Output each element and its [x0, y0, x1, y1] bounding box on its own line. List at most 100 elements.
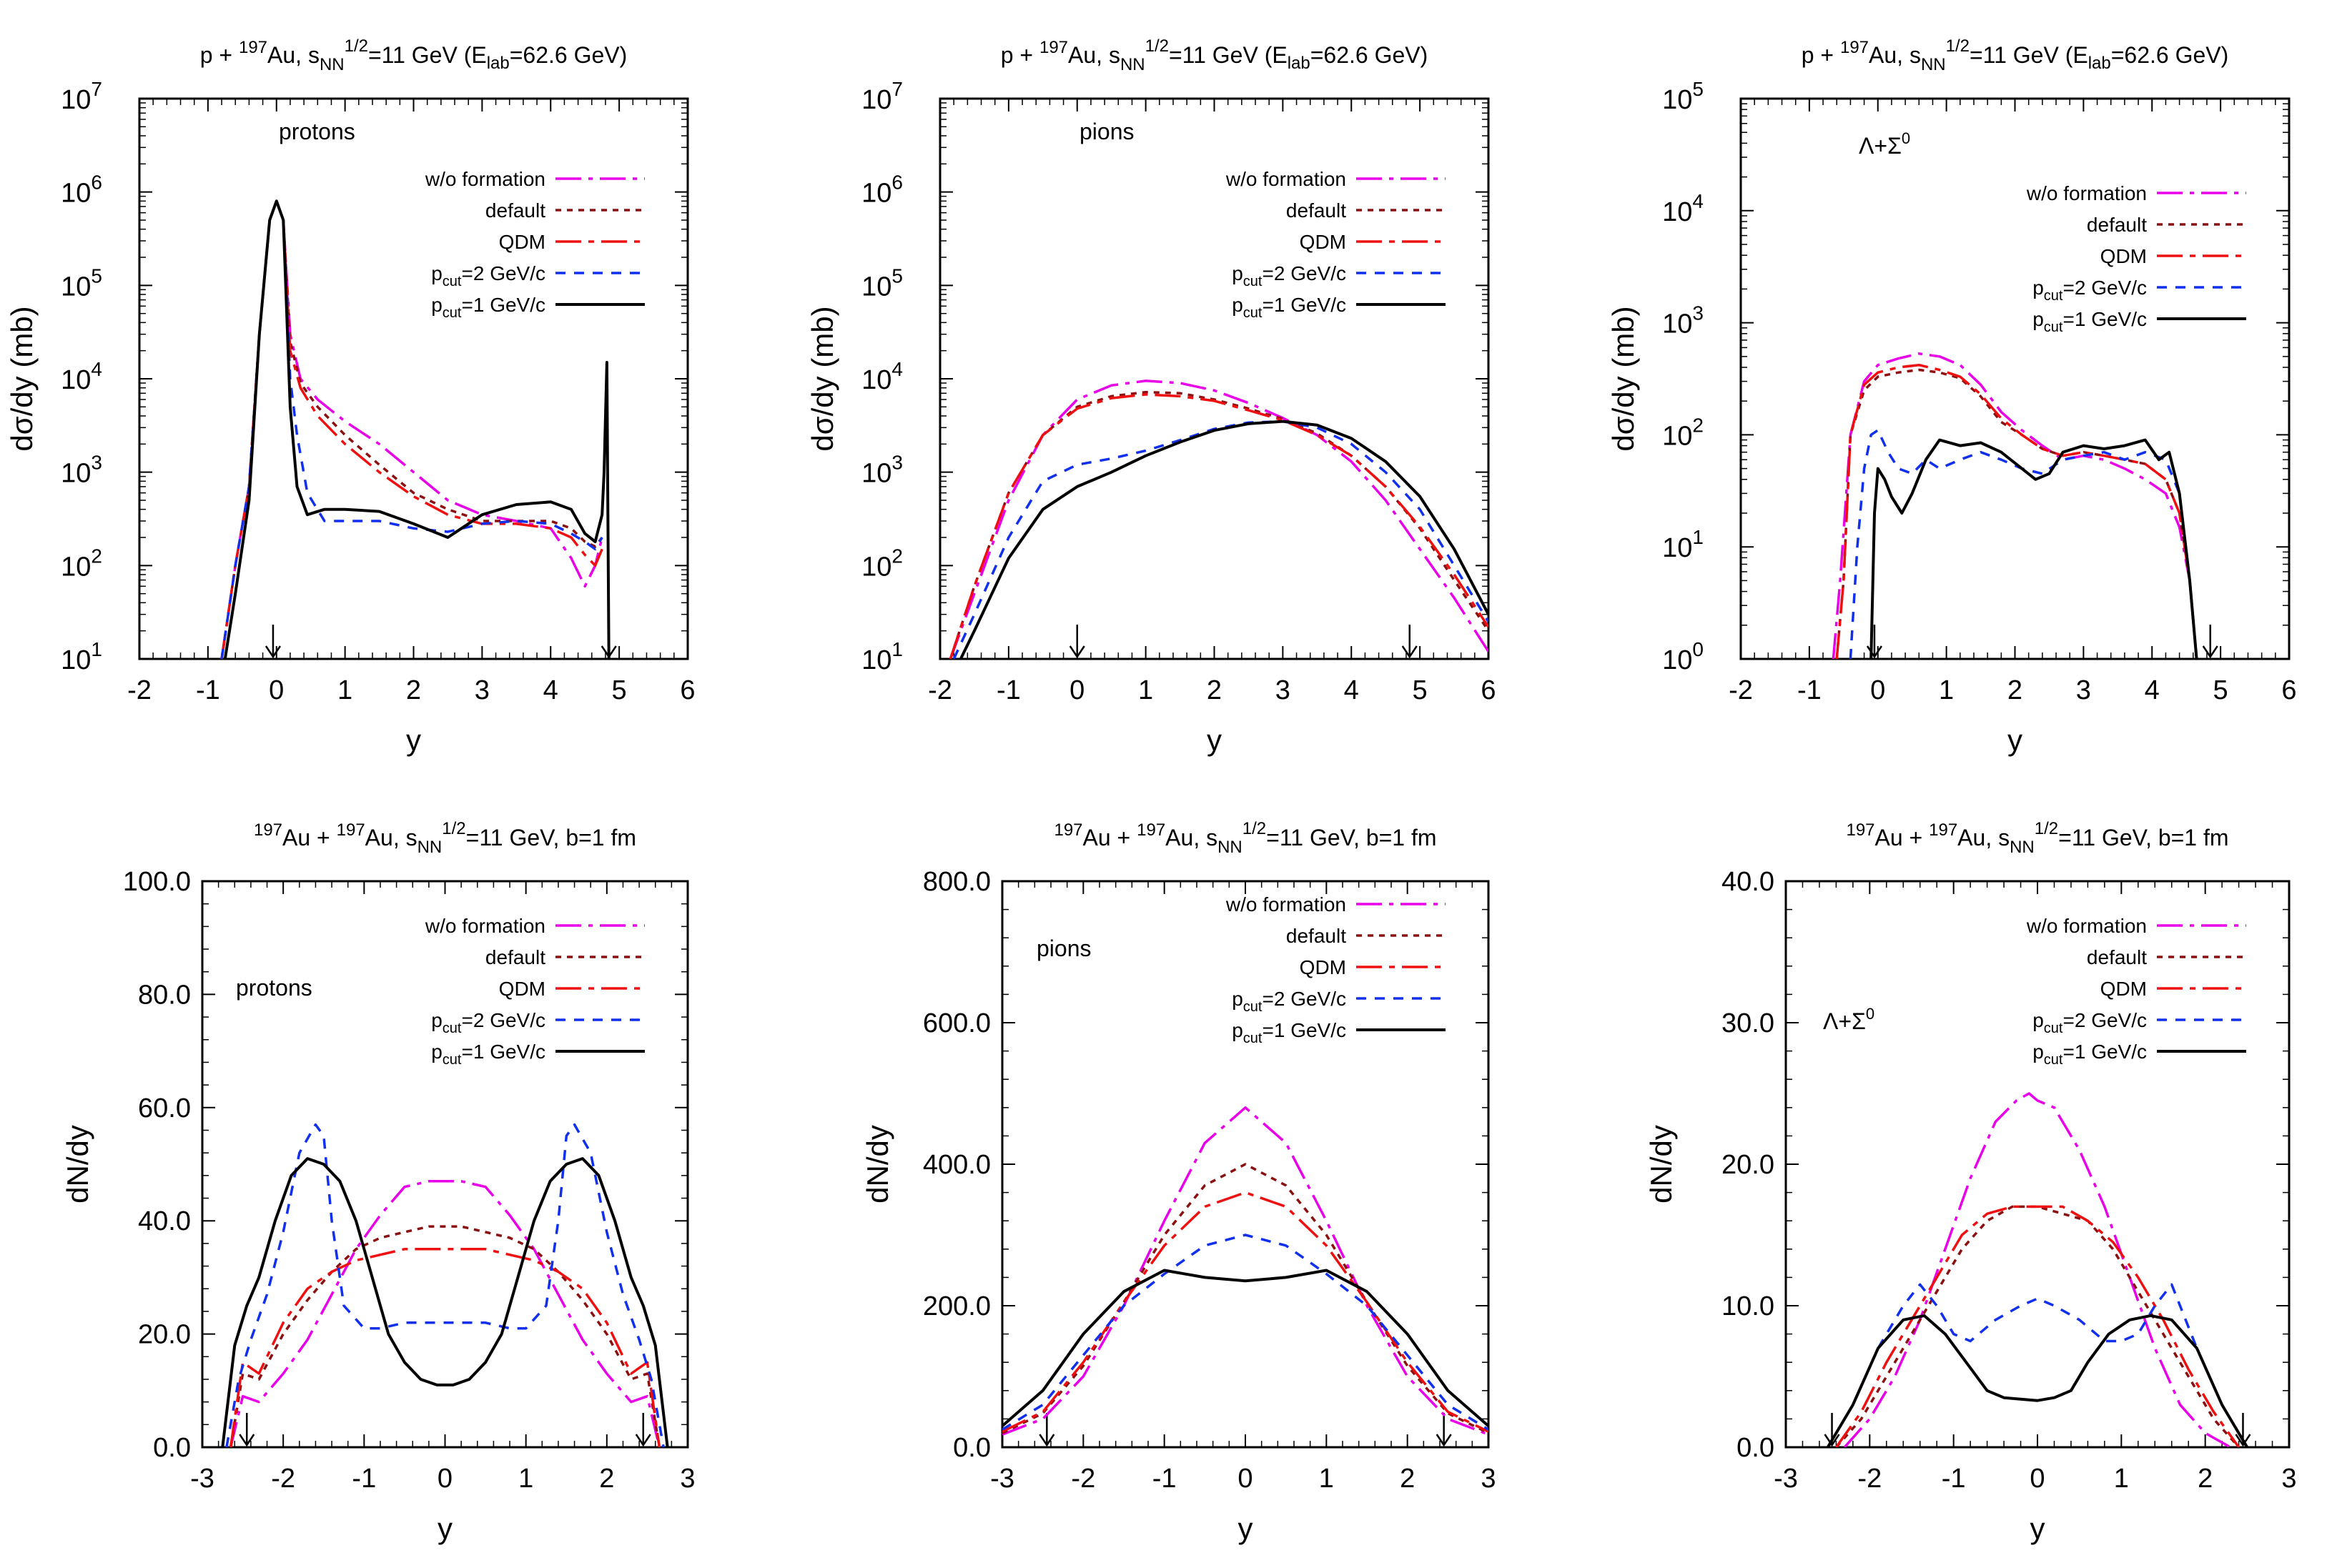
x-tick-label: -2 [928, 675, 952, 705]
particle-label: Λ+Σ0 [1823, 1005, 1874, 1034]
y-tick-label: 0.0 [153, 1433, 191, 1463]
y-tick-label: 600.0 [923, 1008, 991, 1038]
series-line-woform [1002, 1106, 1488, 1436]
x-tick-label: -1 [196, 675, 220, 705]
x-tick-label: 1 [2114, 1464, 2129, 1494]
legend-label-pcut2: pcut=2 GeV/c [2032, 1009, 2147, 1036]
x-tick-label: -1 [1152, 1464, 1177, 1494]
series-line-pcut2 [1002, 1234, 1488, 1431]
series-line-pcut2 [1849, 429, 2198, 659]
x-tick-label: 3 [2076, 675, 2091, 705]
x-tick-label: 2 [1207, 675, 1222, 705]
y-tick-label: 40.0 [1721, 867, 1774, 897]
legend-label-pcut1: pcut=1 GeV/c [1232, 294, 1346, 321]
series-line-pcut1 [959, 420, 1488, 659]
series-line-default [229, 1225, 661, 1447]
y-tick-label: 10.0 [1721, 1291, 1774, 1321]
x-tick-label: -2 [1729, 675, 1753, 705]
x-tick-label: -1 [1942, 1464, 1966, 1494]
y-tick-label: 101 [861, 638, 903, 675]
y-axis-label: dσ/dy (mb) [1606, 306, 1640, 451]
x-tick-label: 4 [1344, 675, 1359, 705]
x-tick-label: 0 [1870, 675, 1885, 705]
y-tick-label: 30.0 [1721, 1008, 1774, 1038]
x-tick-label: 1 [518, 1464, 533, 1494]
x-tick-label: 2 [2198, 1464, 2213, 1494]
y-tick-label: 800.0 [923, 867, 991, 897]
series-line-woform [1843, 1092, 2231, 1447]
y-tick-label: 103 [61, 452, 102, 489]
series-line-pcut1 [221, 1157, 669, 1447]
x-tick-label: -3 [190, 1464, 214, 1494]
x-tick-label: 5 [612, 675, 627, 705]
legend-label-pcut2: pcut=2 GeV/c [1232, 988, 1346, 1015]
legend-label-woform: w/o formation [2026, 915, 2147, 937]
panel-2: -2 -1 0 1 2 3 4 5 6 101 102 103 104 105 106 107 y dσ/dy (… [806, 36, 1496, 757]
y-tick-label: 60.0 [138, 1093, 191, 1123]
panel-title: 197Au + 197Au, sNN1/2=11 GeV, b=1 fm [254, 819, 636, 857]
series-line-woform [1832, 352, 2198, 659]
series-line-qdm [1834, 1205, 2240, 1447]
particle-label: protons [279, 119, 355, 144]
legend-label-default: default [2087, 946, 2147, 968]
legend-label-woform: w/o formation [2026, 182, 2147, 204]
series-line-qdm [1835, 363, 2198, 659]
panel-6: -3 -2 -1 0 1 2 30.010.020.030.040.0ydN/dy197Au… [1644, 819, 2297, 1545]
x-tick-label: 2 [406, 675, 421, 705]
y-tick-label: 105 [1662, 78, 1704, 115]
legend-label-pcut1: pcut=1 GeV/c [431, 294, 545, 321]
legend-label-default: default [1286, 199, 1346, 222]
series-line-pcut1 [223, 199, 611, 659]
x-tick-label: 2 [599, 1464, 614, 1494]
x-tick-label: -2 [1071, 1464, 1095, 1494]
series-line-pcut2 [1827, 1283, 2248, 1447]
y-axis-label: dσ/dy (mb) [5, 306, 39, 451]
x-tick-label: 0 [1069, 675, 1085, 705]
y-axis-label: dN/dy [1644, 1125, 1678, 1204]
particle-label: protons [236, 975, 312, 1001]
beam-rapidity-arrowhead [239, 1434, 255, 1447]
x-tick-label: -2 [1857, 1464, 1882, 1494]
x-tick-label: -1 [1797, 675, 1822, 705]
panel-4: -3 -2 -1 0 1 2 3 0.0 20.0 40.0 60.0 80.0 100.0 y dN/dy… [61, 819, 696, 1545]
panel-title: 197Au + 197Au, sNN1/2=11 GeV, b=1 fm [1054, 819, 1436, 857]
series-line-qdm [949, 393, 1488, 659]
y-tick-label: 0.0 [1736, 1433, 1774, 1463]
x-tick-label: 3 [680, 1464, 695, 1494]
legend-label-pcut1: pcut=1 GeV/c [1232, 1019, 1346, 1046]
legend-label-qdm: QDM [1300, 231, 1346, 253]
x-tick-label: -3 [990, 1464, 1014, 1494]
y-tick-label: 101 [1662, 526, 1704, 563]
x-tick-label: 3 [1481, 1464, 1496, 1494]
x-tick-label: 5 [2213, 675, 2228, 705]
panel-title: p + 197Au, sNN1/2=11 GeV (Elab=62.6 GeV) [200, 36, 628, 74]
beam-rapidity-arrowhead [1866, 645, 1883, 659]
plot-frame [939, 97, 1490, 660]
y-tick-label: 105 [61, 264, 102, 302]
panel-title: p + 197Au, sNN1/2=11 GeV (Elab=62.6 GeV) [1001, 36, 1428, 74]
y-tick-label: 100.0 [123, 867, 191, 897]
x-tick-label: 2 [1400, 1464, 1415, 1494]
y-tick-label: 80.0 [138, 980, 191, 1010]
legend-label-woform: w/o formation [425, 168, 545, 190]
y-tick-label: 104 [61, 358, 102, 395]
legend-label-qdm: QDM [1300, 956, 1346, 978]
plot-frame [1739, 97, 2291, 660]
y-axis-label: dN/dy [861, 1125, 894, 1204]
legend-label-pcut2: pcut=2 GeV/c [1232, 262, 1346, 289]
series-line-qdm [220, 199, 603, 659]
y-axis-label: dN/dy [61, 1125, 94, 1204]
y-tick-label: 105 [861, 264, 903, 302]
x-tick-label: -2 [271, 1464, 295, 1494]
legend-label-default: default [1286, 925, 1346, 947]
beam-rapidity-arrowhead [1401, 645, 1418, 659]
y-tick-label: 102 [1662, 414, 1704, 451]
series-line-pcut1 [1826, 1314, 2249, 1447]
plot-frame [201, 880, 689, 1449]
series-line-default [220, 199, 603, 659]
panel-5: -3 -2 -1 0 1 2 3 0.0 200.0 400.0 600.0 800.0 y dN/dy 1… [861, 819, 1496, 1545]
legend-label-default: default [2087, 214, 2147, 236]
particle-label: pions [1037, 936, 1092, 961]
series-line-default [1002, 1163, 1488, 1434]
